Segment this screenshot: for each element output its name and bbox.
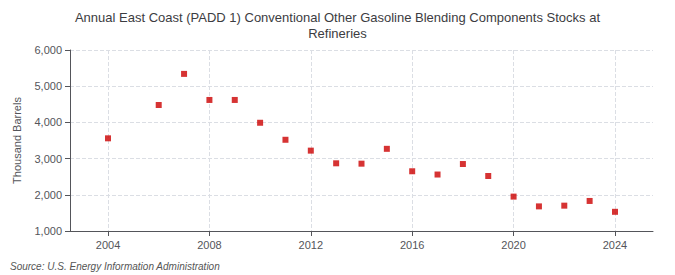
svg-text:2004: 2004 (96, 239, 120, 251)
svg-text:Source: U.S. Energy Informatio: Source: U.S. Energy Information Administ… (10, 261, 220, 272)
svg-text:1,000: 1,000 (34, 225, 62, 237)
svg-text:2016: 2016 (400, 239, 424, 251)
svg-text:2020: 2020 (501, 239, 525, 251)
svg-text:2,000: 2,000 (34, 189, 62, 201)
svg-text:6,000: 6,000 (34, 44, 62, 56)
svg-text:4,000: 4,000 (34, 116, 62, 128)
svg-text:Thousand Barrels: Thousand Barrels (11, 97, 23, 184)
svg-text:2024: 2024 (603, 239, 627, 251)
svg-text:3,000: 3,000 (34, 153, 62, 165)
svg-text:2012: 2012 (299, 239, 323, 251)
svg-text:2008: 2008 (197, 239, 221, 251)
svg-text:5,000: 5,000 (34, 80, 62, 92)
svg-text:Refineries: Refineries (308, 26, 367, 41)
svg-text:Annual East Coast (PADD 1) Con: Annual East Coast (PADD 1) Conventional … (75, 10, 600, 25)
